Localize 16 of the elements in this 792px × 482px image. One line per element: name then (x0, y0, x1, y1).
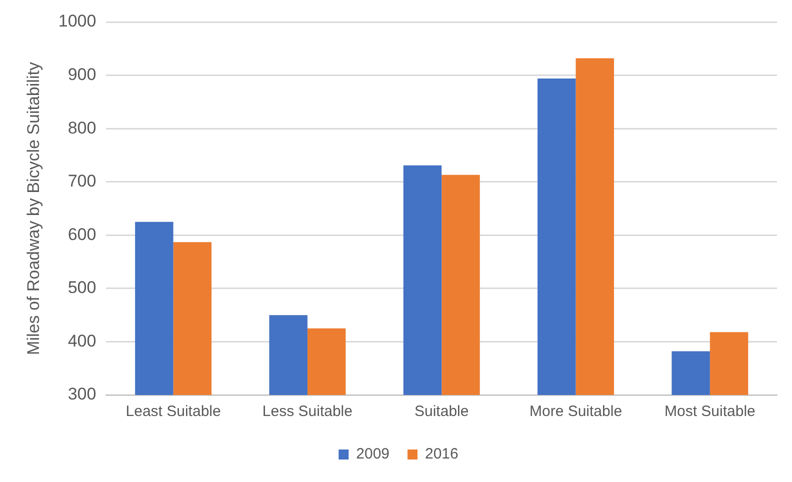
y-tick-label: 500 (68, 278, 96, 298)
y-tick-label: 400 (68, 331, 96, 350)
y-tick-label: 900 (68, 64, 96, 84)
x-tick-label: Suitable (414, 403, 469, 420)
legend-label: 2009 (356, 446, 390, 463)
y-axis-title: Miles of Roadway by Bicycle Suitability (24, 62, 43, 355)
x-tick-label: Least Suitable (126, 403, 221, 420)
y-tick-label: 600 (68, 224, 96, 244)
y-tick-label: 1000 (58, 12, 96, 31)
legend-label: 2016 (425, 446, 458, 463)
y-tick-label: 300 (68, 384, 96, 404)
y-tick-label: 800 (68, 118, 96, 138)
x-tick-label: Less Suitable (262, 403, 352, 420)
y-tick-label: 700 (68, 172, 96, 191)
x-tick-label: Most Suitable (664, 403, 756, 420)
x-tick-label: More Suitable (529, 403, 622, 420)
